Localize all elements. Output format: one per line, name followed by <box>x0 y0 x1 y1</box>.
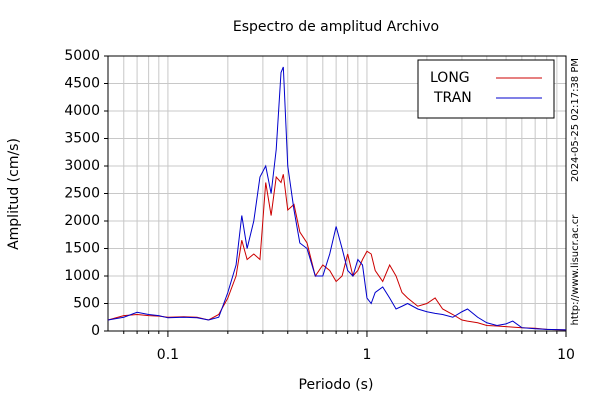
y-tick-label: 2500 <box>64 186 100 202</box>
y-tick-label: 4500 <box>64 76 100 92</box>
y-tick-label: 1000 <box>64 268 100 284</box>
legend-label: LONG <box>430 70 470 86</box>
x-tick-label: 0.1 <box>157 347 179 363</box>
y-tick-label: 0 <box>91 323 100 339</box>
legend-box <box>417 59 555 119</box>
series-line <box>107 66 567 331</box>
plot-frame <box>107 55 567 332</box>
x-tick-label: 10 <box>557 347 575 363</box>
timestamp: 2024-05-25 02:17:38 PM <box>570 58 581 182</box>
chart-title: Espectro de amplitud Archivo <box>233 19 439 35</box>
series-line <box>107 174 567 331</box>
x-tick-label: 1 <box>362 347 371 363</box>
y-tick-label: 1500 <box>64 241 100 257</box>
y-tick-label: 5000 <box>64 48 100 64</box>
y-axis-label: Amplitud (cm/s) <box>6 138 22 250</box>
y-tick-label: 2000 <box>64 213 100 229</box>
x-axis-label: Periodo (s) <box>299 377 374 393</box>
legend-label: TRAN <box>433 90 472 106</box>
y-tick-label: 3000 <box>64 158 100 174</box>
url: http://www.lisucr.ac.cr <box>570 214 581 326</box>
y-tick-label: 3500 <box>64 131 100 147</box>
y-tick-label: 4000 <box>64 103 100 119</box>
y-tick-label: 500 <box>73 296 100 312</box>
